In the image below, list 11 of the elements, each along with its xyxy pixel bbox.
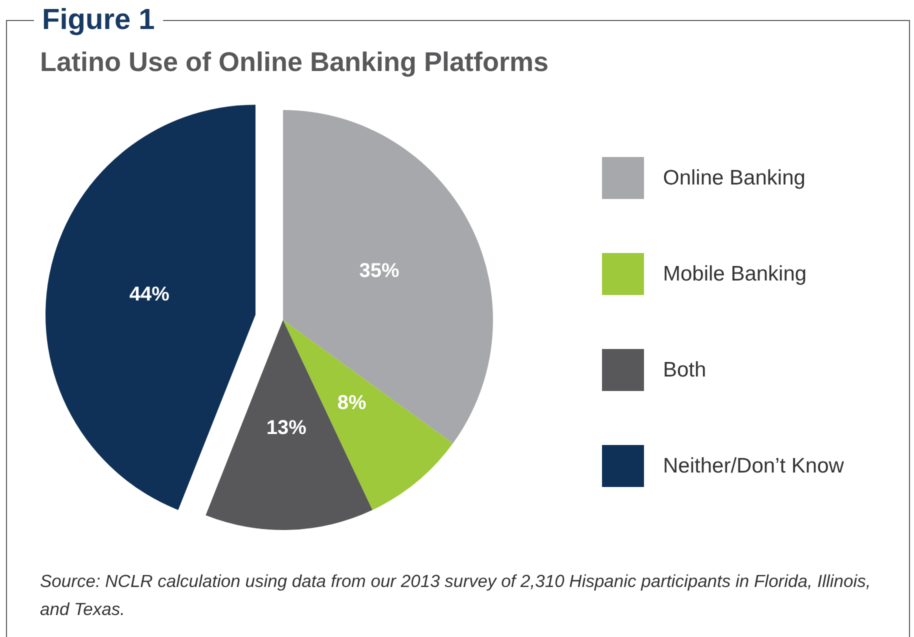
- data-label: 8%: [337, 392, 367, 414]
- legend-label: Neither/Don’t Know: [663, 454, 845, 478]
- source-note: Source: NCLR calculation using data from our 2013 survey of 2,310 Hispanic participants in Florida, Illinois, and Texas.: [40, 570, 872, 621]
- legend-label: Both: [663, 358, 706, 382]
- chart-title: Figure 1: [34, 4, 163, 37]
- data-label: 35%: [359, 260, 400, 282]
- data-label: 44%: [129, 284, 170, 306]
- legend-label: Mobile Banking: [663, 262, 807, 286]
- legend-label: Online Banking: [663, 166, 806, 190]
- chart-subtitle: Latino Use of Online Banking Platforms: [40, 47, 549, 78]
- data-label: 13%: [266, 416, 307, 439]
